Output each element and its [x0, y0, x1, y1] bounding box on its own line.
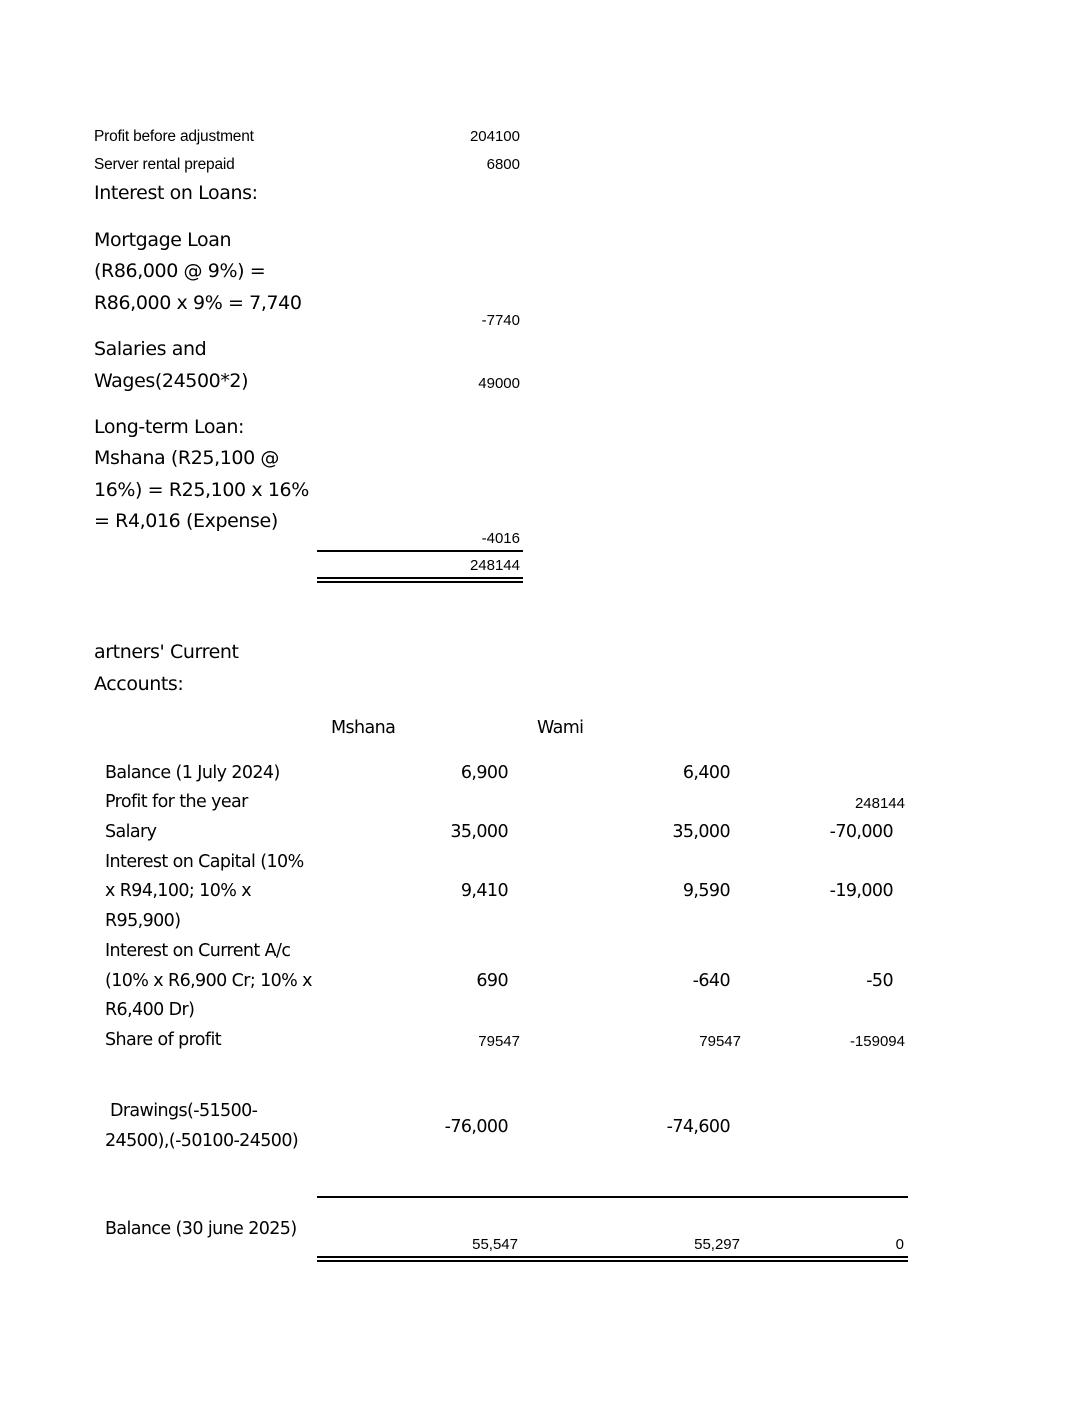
total-value: -50	[866, 971, 893, 991]
section-heading: artners' Current	[94, 641, 239, 663]
mshana-value: -76,000	[444, 1117, 509, 1137]
mortgage-line: Mortgage Loan	[94, 229, 232, 251]
mshana-value: 6,900	[460, 763, 509, 783]
total-value: -159094	[849, 1033, 905, 1050]
adjusted-profit-total: 248144	[469, 557, 520, 574]
mshana-value: 79547	[478, 1033, 520, 1050]
interest-heading: Interest on Loans:	[94, 182, 258, 204]
wami-value: -640	[692, 971, 731, 991]
salaries-value: 49000	[478, 375, 520, 392]
wami-value: 35,000	[672, 822, 730, 842]
row-label: R6,400 Dr)	[105, 1000, 195, 1020]
row-label: Balance (1 July 2024)	[105, 763, 280, 783]
column-header-wami: Wami	[537, 718, 584, 738]
mortgage-line: R86,000 x 9% = 7,740	[94, 292, 302, 314]
total-value: 248144	[854, 795, 905, 812]
total-value: -70,000	[829, 822, 894, 842]
closing-balance-label: Balance (30 june 2025)	[105, 1219, 297, 1239]
row-value: 204100	[469, 128, 520, 145]
row-label: Profit for the year	[105, 792, 248, 812]
total-value: -19,000	[829, 881, 894, 901]
row-label: x R94,100; 10% x	[105, 881, 252, 901]
wami-value: -74,600	[666, 1117, 731, 1137]
column-header-mshana: Mshana	[331, 718, 396, 738]
subtotal-rule	[317, 1196, 908, 1198]
wami-value: 9,590	[682, 881, 731, 901]
row-label: Interest on Current A/c	[105, 941, 291, 961]
row-label: Salary	[105, 822, 157, 842]
row-label: Drawings(-51500-	[105, 1101, 258, 1121]
mortgage-value: -7740	[481, 312, 520, 329]
long-term-line: = R4,016 (Expense)	[94, 510, 278, 532]
closing-wami: 55,297	[694, 1236, 740, 1253]
row-label: Profit before adjustment	[94, 128, 254, 145]
row-label: Share of profit	[105, 1030, 222, 1050]
long-term-line: Mshana (R25,100 @	[94, 447, 280, 469]
row-value: 6800	[486, 156, 520, 173]
salaries-line: Salaries and	[94, 338, 207, 360]
closing-mshana: 55,547	[472, 1236, 518, 1253]
long-term-value: -4016	[481, 530, 520, 547]
wami-value: 79547	[699, 1033, 741, 1050]
mshana-value: 35,000	[450, 822, 508, 842]
row-label: (10% x R6,900 Cr; 10% x	[105, 971, 313, 991]
subtotal-rule	[317, 550, 523, 552]
row-label: Server rental prepaid	[94, 156, 235, 173]
section-heading: Accounts:	[94, 673, 184, 695]
long-term-line: 16%) = R25,100 x 16%	[94, 479, 309, 501]
long-term-line: Long-term Loan:	[94, 416, 244, 438]
mortgage-line: (R86,000 @ 9%) =	[94, 260, 266, 282]
salaries-line: Wages(24500*2)	[94, 370, 249, 392]
row-label: R95,900)	[105, 911, 181, 931]
wami-value: 6,400	[682, 763, 731, 783]
mshana-value: 690	[476, 971, 508, 991]
mshana-value: 9,410	[460, 881, 509, 901]
row-label: 24500),(-50100-24500)	[105, 1131, 299, 1151]
closing-total: 0	[895, 1236, 904, 1253]
row-label: Interest on Capital (10%	[105, 852, 304, 872]
double-total-rule	[317, 1256, 908, 1262]
double-total-rule	[317, 577, 523, 583]
